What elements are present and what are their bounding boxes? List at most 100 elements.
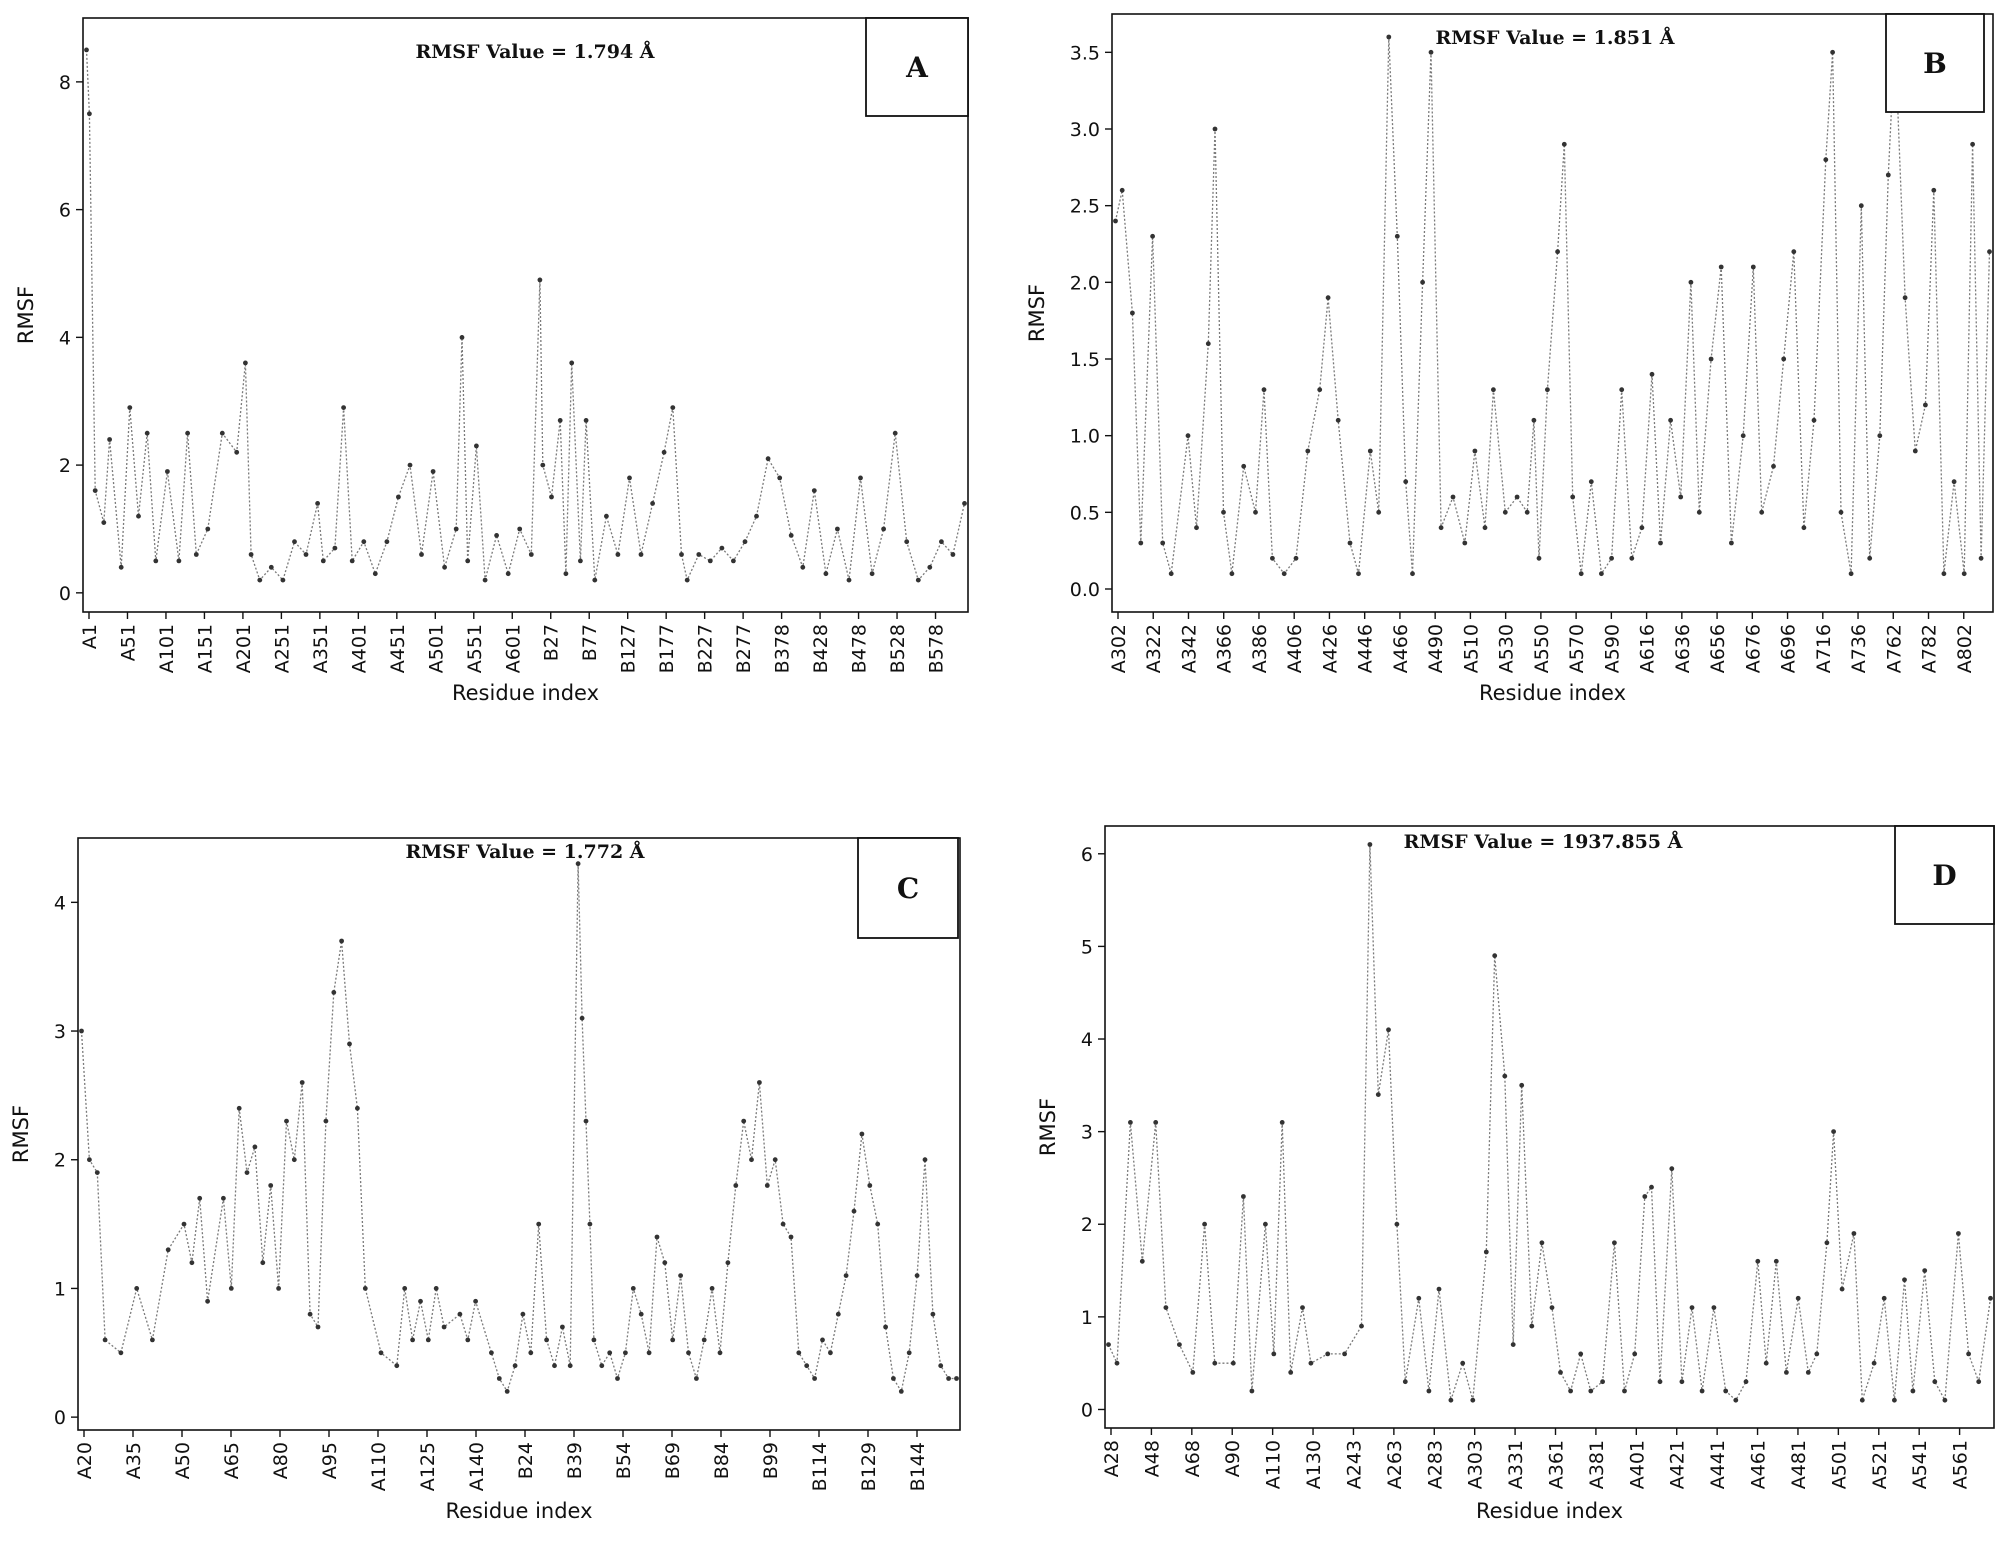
rmsf-point [1549, 1305, 1555, 1310]
panel-label-box [1885, 13, 1985, 113]
rmsf-point [583, 1118, 589, 1124]
rmsf-point [883, 1324, 888, 1330]
x-tick-label: A110 [368, 1442, 390, 1491]
rmsf-point [742, 539, 748, 545]
y-tick-label: 8 [59, 72, 71, 94]
rmsf-point [1858, 203, 1864, 209]
rmsf-point [268, 1183, 274, 1188]
rmsf-point [473, 1298, 478, 1304]
x-tick-label: A95 [319, 1442, 341, 1479]
x-tick-label: B478 [849, 624, 871, 673]
rmsf-point [453, 526, 459, 532]
rmsf-point [276, 1286, 281, 1291]
rmsf-point [717, 1350, 723, 1356]
rmsf-point [1221, 509, 1226, 515]
y-tick-label: 0 [1081, 1399, 1093, 1421]
rmsf-point [560, 1324, 565, 1330]
rmsf-panel-b: 0.0 0.5 1.0 1.5 2.0 2.5 3.0 3.5 A302 A322 A342 A366… [1025, 13, 1994, 705]
rmsf-point [549, 494, 554, 500]
rmsf-point [193, 552, 199, 557]
rmsf-point [823, 571, 829, 577]
rmsf-value-annotation: RMSF Value = 1.772 Å [405, 840, 644, 863]
rmsf-point [118, 564, 124, 570]
x-tick-label: A331 [1505, 1440, 1527, 1489]
rmsf-point [1600, 1379, 1605, 1385]
rmsf-point [144, 430, 150, 436]
rmsf-point [1450, 494, 1456, 500]
rmsf-point [1877, 433, 1883, 439]
rmsf-point [1723, 1388, 1729, 1394]
rmsf-point [1502, 1073, 1508, 1079]
rmsf-point [332, 545, 338, 551]
rmsf-point [851, 1208, 857, 1214]
rmsf-series-line [85, 49, 966, 583]
x-tick-label: A251 [271, 624, 293, 673]
rmsf-panel-c: 0 1 2 3 4 A20 A35 A50 A65 A80 A95 A110 A125 A140 B24 B3… [9, 837, 961, 1523]
rmsf-point [1599, 571, 1604, 577]
rmsf-point [1811, 417, 1817, 423]
rmsf-point [869, 571, 875, 577]
rmsf-point [1558, 1370, 1563, 1375]
rmsf-point [646, 1350, 652, 1356]
x-tick-label: A303 [1465, 1440, 1487, 1489]
rmsf-point [1394, 1221, 1400, 1227]
rmsf-point [1150, 233, 1155, 239]
rmsf-point [1922, 1268, 1928, 1273]
y-tick-label: 2.5 [1070, 196, 1100, 218]
rmsf-point [185, 430, 191, 436]
y-tick-label: 1 [1081, 1307, 1093, 1329]
rmsf-point [540, 462, 546, 468]
rmsf-point [127, 405, 133, 410]
rmsf-point [474, 443, 479, 449]
rmsf-point [1293, 555, 1299, 561]
x-tick-label: A90 [1222, 1440, 1244, 1477]
rmsf-point [94, 1170, 100, 1175]
rmsf-point [1657, 1379, 1663, 1385]
rmsf-point [268, 564, 274, 570]
rmsf-point [922, 1157, 928, 1163]
x-tick-label: A490 [1425, 624, 1447, 673]
rmsf-point [1740, 433, 1746, 439]
rmsf-point [694, 1376, 699, 1381]
x-tick-label: A80 [270, 1442, 292, 1479]
x-tick-label: A48 [1141, 1440, 1163, 1477]
x-tick-label: A696 [1778, 624, 1800, 673]
x-tick-label: A151 [194, 624, 216, 673]
rmsf-point [1568, 1388, 1573, 1394]
rmsf-point [1426, 1388, 1432, 1394]
rmsf-point [1910, 1388, 1916, 1394]
x-tick-label: A361 [1546, 1440, 1568, 1489]
rmsf-point [696, 552, 702, 557]
x-tick-label: B227 [695, 624, 717, 673]
rmsf-point [709, 1286, 715, 1291]
rmsf-point [1733, 1397, 1739, 1403]
rmsf-point [1438, 525, 1444, 531]
rmsf-point [517, 526, 523, 532]
rmsf-point [1491, 387, 1496, 393]
x-tick-label: A20 [74, 1442, 96, 1479]
rmsf-point [1281, 571, 1287, 577]
rmsf-point [315, 501, 320, 506]
rmsf-point [1367, 842, 1373, 847]
rmsf-point [1335, 417, 1341, 423]
y-tick-label: 0 [54, 1407, 66, 1429]
rmsf-point [1342, 1351, 1347, 1357]
rmsf-point [205, 526, 211, 532]
x-tick-label: A322 [1143, 624, 1165, 673]
x-tick-label: A283 [1424, 1440, 1446, 1489]
x-tick-label: B77 [579, 624, 601, 661]
rmsf-point [719, 545, 725, 551]
rmsf-point [772, 1157, 778, 1163]
panel-label-box [857, 837, 959, 939]
rmsf-point [361, 539, 367, 545]
rmsf-point [1956, 1231, 1961, 1236]
x-tick-label: B177 [656, 624, 678, 673]
y-tick-label: 3 [54, 1021, 66, 1043]
rmsf-point [946, 1376, 951, 1381]
rmsf-series-line [1114, 36, 1991, 576]
rmsf-point [1696, 509, 1702, 515]
rmsf-point [764, 1183, 770, 1188]
rmsf-point [1356, 571, 1361, 577]
y-axis-label: RMSF [1025, 284, 1049, 342]
y-tick-label: 0 [59, 583, 71, 605]
